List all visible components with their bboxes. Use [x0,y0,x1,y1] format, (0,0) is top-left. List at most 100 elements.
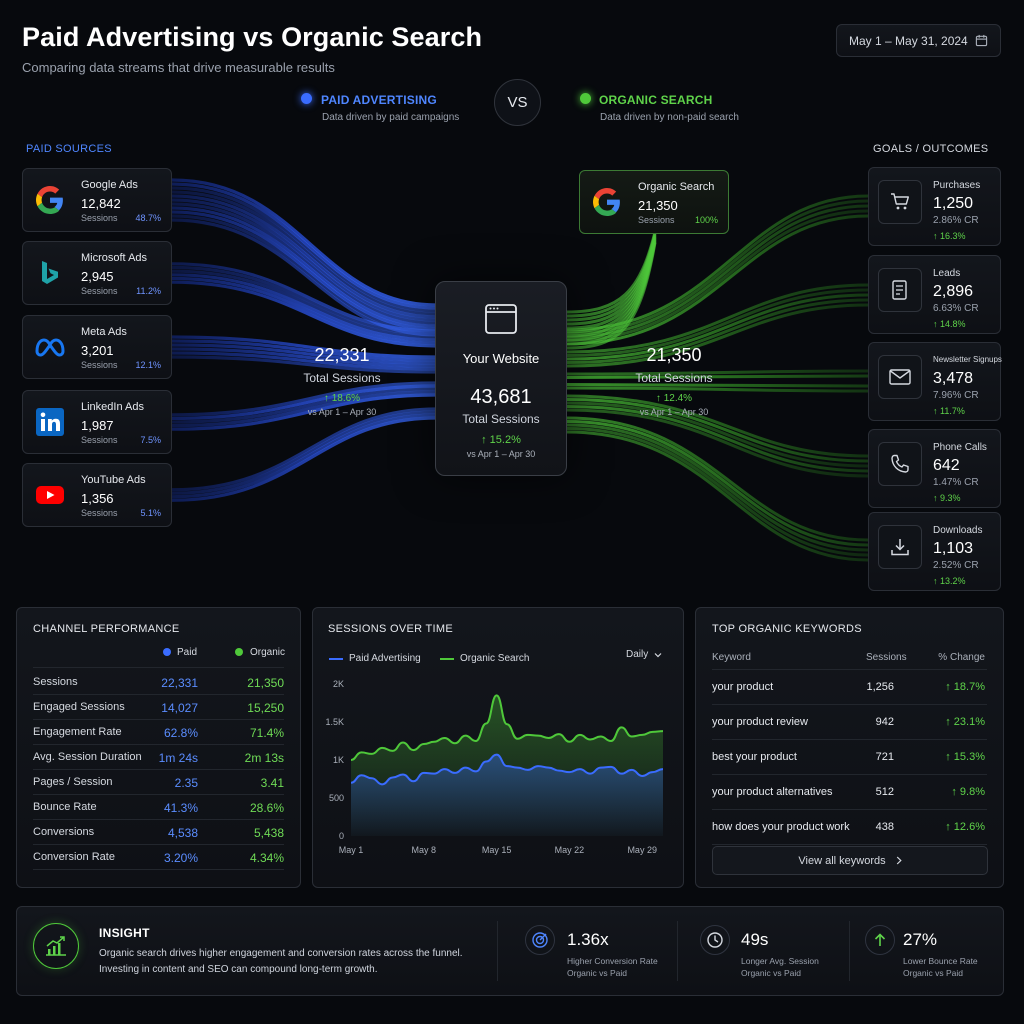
insight-stat-label: Higher Conversion Rate [567,956,658,966]
website-total-value: 43,681 [436,386,566,409]
bing-icon [33,256,67,290]
list-item[interactable]: how does your product work 438 ↑ 12.6% [712,810,987,845]
source-sessions-label: Sessions [81,213,118,223]
goal-conversion-rate: 1.47% CR [933,477,979,488]
goal-change: ↑ 16.3% [933,231,966,241]
paid-column-header: Paid [177,647,197,658]
metric-label: Avg. Session Duration [33,751,142,763]
source-card-meta-ads[interactable]: Meta Ads 3,201 Sessions 12.1% [22,315,172,379]
organic-total-stat: 21,350 Total Sessions ↑ 12.4% vs Apr 1 –… [604,345,744,417]
paid-value: 1m 24s [159,751,198,765]
metric-label: Bounce Rate [33,801,97,813]
trend-chart-icon [33,923,79,969]
granularity-dropdown[interactable]: Daily [626,649,662,660]
source-sessions-value: 21,350 [638,198,678,213]
goal-value: 2,896 [933,283,973,301]
panel-title: CHANNEL PERFORMANCE [33,623,179,635]
insight-stat-value: 27% [903,930,937,950]
source-sessions-label: Sessions [81,508,118,518]
linkedin-icon [33,405,67,439]
paid-value: 41.3% [164,801,198,815]
keyword-sessions: 721 [876,751,894,763]
google-icon [33,183,67,217]
keyword-change: ↑ 23.1% [945,716,985,728]
goal-card-phone-calls[interactable]: Phone Calls 642 1.47% CR ↑ 9.3% [868,429,1001,508]
goal-card-downloads[interactable]: Downloads 1,103 2.52% CR ↑ 13.2% [868,512,1001,591]
goal-card-purchases[interactable]: Purchases 1,250 2.86% CR ↑ 16.3% [868,167,1001,246]
source-card-linkedin-ads[interactable]: LinkedIn Ads 1,987 Sessions 7.5% [22,390,172,454]
organic-value: 5,438 [254,826,284,840]
paid-total-stat: 22,331 Total Sessions ↑ 18.6% vs Apr 1 –… [272,345,412,417]
organic-legend-label: Organic Search [460,653,529,664]
sessions-line-chart: 05001K1.5K2KMay 1 May 8 May 15 May 22 May 29 [313,668,685,868]
google-icon [590,185,624,219]
arrow-up-icon [865,925,895,955]
chevron-right-icon [896,856,902,865]
paid-legend-swatch [329,658,343,660]
goal-card-leads[interactable]: Leads 2,896 6.63% CR ↑ 14.8% [868,255,1001,334]
goal-conversion-rate: 7.96% CR [933,390,979,401]
website-title: Your Website [436,351,566,366]
keyword-change: ↑ 15.3% [945,751,985,763]
insight-panel: INSIGHT Organic search drives higher eng… [16,906,1004,996]
keyword-text: your product review [712,716,808,728]
paid-value: 14,027 [161,701,198,715]
metric-label: Conversions [33,826,94,838]
keyword-text: how does your product work [712,821,850,833]
website-card[interactable]: Your Website 43,681 Total Sessions ↑ 15.… [435,281,567,476]
source-card-youtube-ads[interactable]: YouTube Ads 1,356 Sessions 5.1% [22,463,172,527]
goal-card-newsletter[interactable]: Newsletter Signups 3,478 7.96% CR ↑ 11.7… [868,342,1001,421]
organic-total-label: Total Sessions [604,371,744,385]
keyword-sessions: 942 [876,716,894,728]
organic-flow-ribbon [567,410,868,476]
website-compare: vs Apr 1 – Apr 30 [436,449,566,459]
source-card-organic-search[interactable]: Organic Search 21,350 Sessions 100% [579,170,729,234]
source-card-google-ads[interactable]: Google Ads 12,842 Sessions 48.7% [22,168,172,232]
list-item[interactable]: your product 1,256 ↑ 18.7% [712,670,987,705]
insight-stat-label: Lower Bounce Rate [903,956,978,966]
organic-flow-ribbon [567,432,868,560]
x-tick-label: May 1 [339,845,364,855]
x-tick-label: May 8 [412,845,437,855]
keyword-sessions: 1,256 [866,681,894,693]
y-tick-label: 500 [329,793,344,803]
metric-label: Sessions [33,676,78,688]
paid-total-label: Total Sessions [272,371,412,385]
download-icon [878,525,922,569]
source-share-pct: 100% [695,215,718,225]
insight-stat-sublabel: Organic vs Paid [903,968,963,978]
source-sessions-label: Sessions [81,360,118,370]
y-tick-label: 1.5K [325,717,344,727]
source-card-microsoft-ads[interactable]: Microsoft Ads 2,945 Sessions 11.2% [22,241,172,305]
metric-label: Engaged Sessions [33,701,125,713]
keyword-text: your product [712,681,773,693]
organic-dot [235,648,243,656]
panel-title: SESSIONS OVER TIME [328,623,453,635]
insight-stat-sublabel: Organic vs Paid [741,968,801,978]
source-name: Google Ads [81,179,138,191]
clock-icon [700,925,730,955]
organic-total-compare: vs Apr 1 – Apr 30 [604,407,744,417]
table-row: Engaged Sessions 14,027 15,250 [33,695,284,720]
organic-column-header: Organic [250,647,285,658]
paid-value: 2.35 [175,776,198,790]
paid-flow-ribbons [172,180,436,500]
table-row: Engagement Rate 62.8% 71.4% [33,720,284,745]
keyword-change: ↑ 18.7% [945,681,985,693]
organic-value: 15,250 [247,701,284,715]
y-tick-label: 1K [333,755,344,765]
keyword-sessions: 512 [876,786,894,798]
list-item[interactable]: best your product 721 ↑ 15.3% [712,740,987,775]
view-all-keywords-button[interactable]: View all keywords [712,846,988,875]
cart-icon [878,180,922,224]
metric-label: Conversion Rate [33,851,115,863]
goal-value: 1,250 [933,195,973,213]
goal-value: 642 [933,457,960,475]
list-item[interactable]: your product review 942 ↑ 23.1% [712,705,987,740]
source-sessions-label: Sessions [638,215,675,225]
goal-change: ↑ 9.3% [933,493,961,503]
list-item[interactable]: your product alternatives 512 ↑ 9.8% [712,775,987,810]
table-row: Conversions 4,538 5,438 [33,820,284,845]
source-name: Meta Ads [81,326,127,338]
table-row: Bounce Rate 41.3% 28.6% [33,795,284,820]
